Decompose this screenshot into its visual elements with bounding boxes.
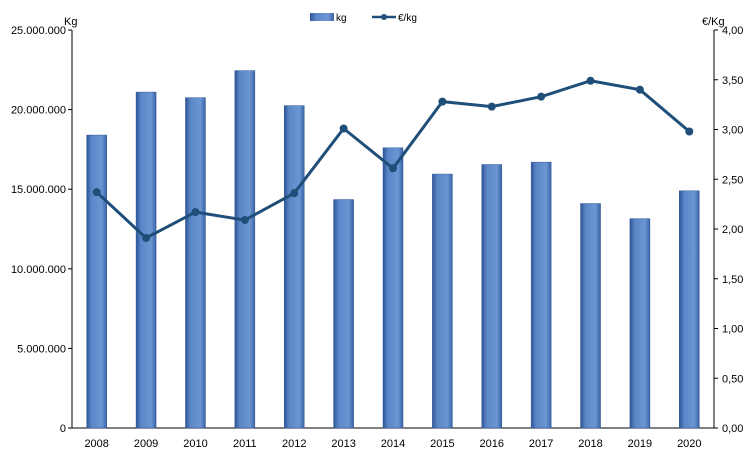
x-tick-label-2018: 2018 — [578, 438, 602, 450]
legend-swatch-kg — [310, 13, 334, 21]
left-axis-tick-label: 15.000.000 — [11, 184, 66, 196]
left-axis-tick-label: 0 — [60, 423, 66, 435]
line-series-price — [92, 76, 694, 242]
x-tick-label-2008: 2008 — [84, 438, 108, 450]
price-point-2010 — [191, 208, 200, 217]
bar-kg-2017 — [530, 161, 552, 429]
right-axis-tick-label: 4,00 — [722, 25, 743, 37]
bar-kg-2018 — [580, 203, 601, 429]
x-tick-label-2019: 2019 — [628, 438, 652, 450]
price-point-2018 — [586, 76, 595, 85]
price-point-2013 — [339, 124, 348, 133]
price-point-2012 — [290, 189, 299, 198]
x-tick-label-2010: 2010 — [183, 438, 207, 450]
legend: kg €/kg — [310, 13, 417, 24]
right-axis-ticks: 0,00 0,50 1,00 1,50 2,00 2,50 3,00 3,50 4,00 — [714, 25, 743, 435]
bar-kg-2014 — [382, 147, 404, 429]
bar-kg-2020 — [679, 190, 700, 429]
left-axis-tick-label: 10.000.000 — [11, 264, 66, 276]
right-axis-tick-label: 0,50 — [722, 373, 743, 385]
bar-kg-2012 — [283, 105, 305, 429]
price-point-2009 — [142, 233, 151, 242]
right-axis-unit-label: €/Kg — [702, 16, 725, 28]
price-point-2008 — [92, 188, 101, 197]
right-axis-tick-label: 3,00 — [722, 125, 743, 137]
left-axis-unit-label: Kg — [64, 16, 77, 28]
bar-kg-2013 — [333, 199, 354, 429]
price-point-2019 — [635, 85, 644, 94]
legend-label-price: €/kg — [398, 13, 417, 24]
legend-label-kg: kg — [336, 13, 347, 24]
x-tick-label-2013: 2013 — [331, 438, 355, 450]
price-point-2011 — [240, 216, 249, 225]
price-point-2017 — [537, 92, 546, 101]
right-axis-tick-label: 1,50 — [722, 274, 743, 286]
price-point-2014 — [389, 164, 397, 173]
x-axis-tick-labels: 2008 2009 2010 2011 2012 2013 2014 2015 2016 2017… — [84, 438, 701, 450]
right-axis-tick-label: 0,00 — [722, 423, 743, 435]
left-axis-tick-label: 20.000.000 — [11, 105, 66, 117]
x-tick-label-2012: 2012 — [282, 438, 306, 450]
x-tick-label-2016: 2016 — [480, 438, 504, 450]
bar-kg-2011 — [234, 70, 256, 429]
bar-kg-2019 — [629, 218, 651, 429]
left-axis-tick-label: 25.000.000 — [11, 25, 66, 37]
right-axis-tick-label: 3,50 — [722, 75, 743, 87]
price-point-2020 — [685, 127, 694, 136]
right-axis-tick-label: 1,00 — [722, 324, 743, 336]
bar-kg-2008 — [86, 134, 107, 429]
left-axis-ticks: 0 5.000.000 10.000.000 15.000.000 20.000.000… — [11, 25, 72, 435]
price-point-2016 — [487, 102, 496, 111]
bar-kg-2015 — [432, 173, 453, 429]
right-axis-tick-label: 2,00 — [722, 224, 743, 236]
left-axis-tick-label: 5.000.000 — [17, 343, 66, 355]
x-tick-label-2017: 2017 — [529, 438, 553, 450]
x-tick-label-2014: 2014 — [381, 438, 405, 450]
bar-kg-2009 — [135, 91, 157, 429]
x-tick-label-2009: 2009 — [134, 438, 158, 450]
bar-series-kg — [86, 70, 700, 429]
bar-kg-2010 — [185, 97, 206, 429]
legend-swatch-price-marker — [381, 14, 387, 20]
x-tick-label-2015: 2015 — [430, 438, 454, 450]
right-axis-tick-label: 2,50 — [722, 174, 743, 186]
bar-kg-2016 — [481, 164, 503, 429]
x-tick-label-2020: 2020 — [677, 438, 701, 450]
x-tick-label-2011: 2011 — [233, 438, 257, 450]
price-point-2015 — [438, 97, 447, 106]
